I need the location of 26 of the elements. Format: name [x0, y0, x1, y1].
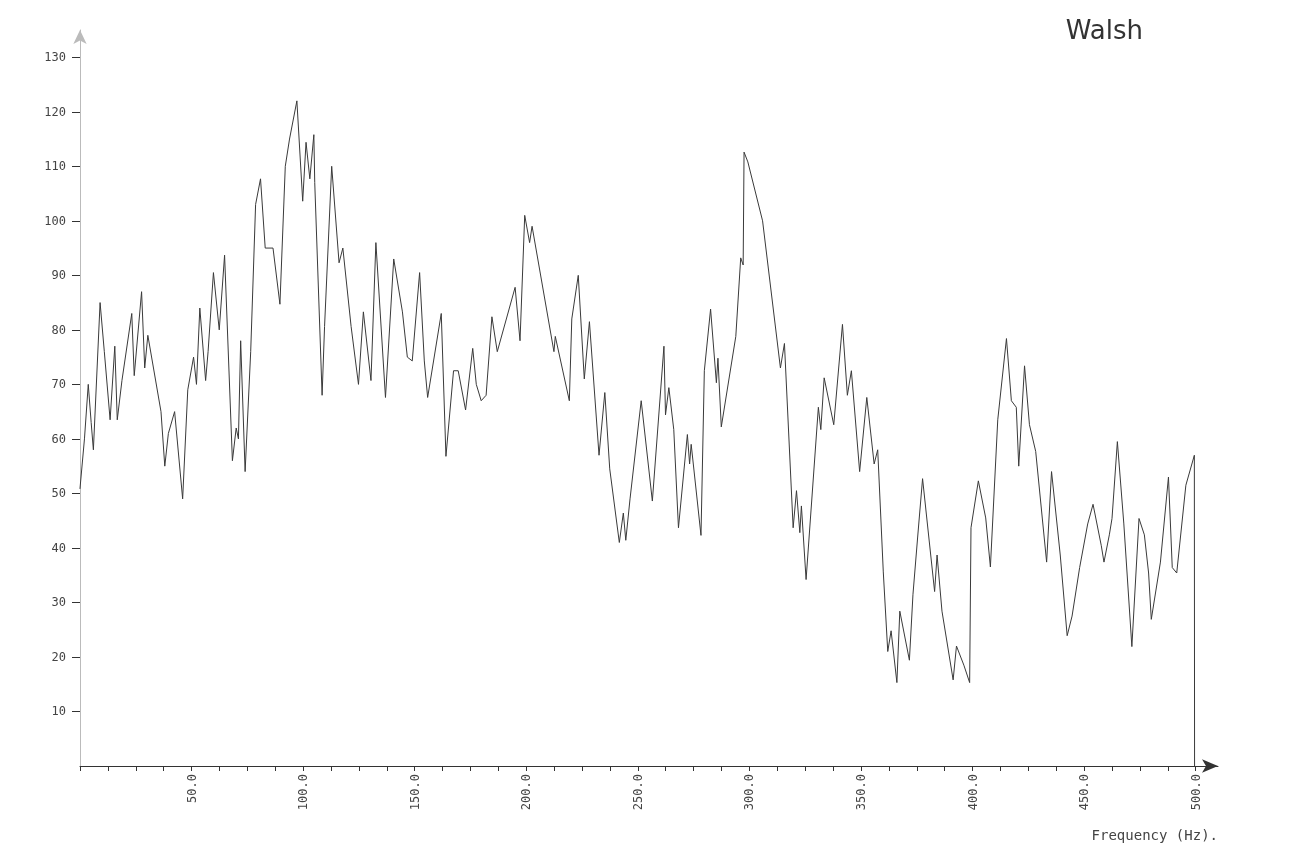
x-tick-label: 350.0	[853, 774, 868, 811]
chart-title: Walsh	[1065, 15, 1144, 45]
line-series	[79, 100, 1196, 767]
x-tick-label: 150.0	[407, 774, 422, 811]
y-tick-label: 60	[51, 431, 66, 446]
x-tick-label: 250.0	[630, 774, 645, 811]
x-tick-label: 200.0	[519, 774, 534, 811]
y-tick-label: 90	[51, 268, 66, 283]
y-tick-label: 110	[44, 159, 66, 174]
y-tick-label: 40	[51, 540, 66, 555]
x-tick-label: 500.0	[1188, 774, 1203, 811]
y-tick-label: 30	[51, 595, 66, 610]
x-tick-label: 300.0	[742, 774, 757, 811]
y-tick-label: 80	[51, 322, 66, 337]
x-tick-label: 400.0	[965, 774, 980, 811]
y-tick-label: 10	[51, 704, 66, 719]
x-tick-label: 50.0	[184, 774, 199, 803]
y-tick-label: 50	[51, 486, 66, 501]
x-axis-title: Frequency (Hz).	[1091, 827, 1218, 843]
x-tick-label: 450.0	[1077, 774, 1092, 811]
y-tick-label: 100	[44, 213, 66, 228]
y-tick-label: 20	[51, 649, 66, 664]
y-tick-label: 120	[44, 104, 66, 119]
x-tick-label: 100.0	[296, 774, 311, 811]
y-tick-label: 130	[44, 50, 66, 65]
y-tick-label: 70	[51, 377, 66, 392]
